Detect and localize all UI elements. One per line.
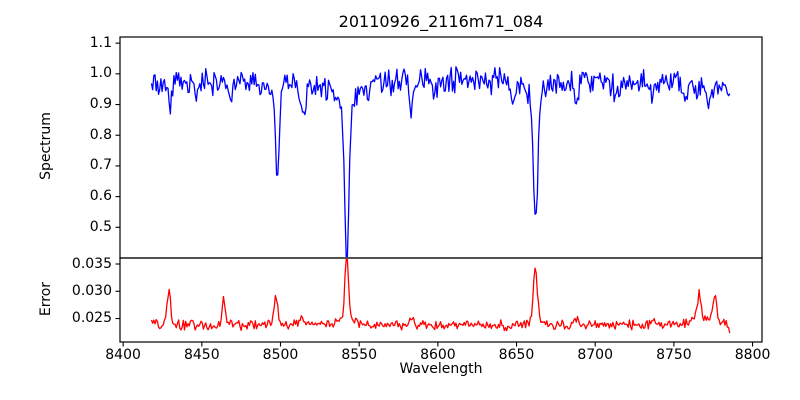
spectrum-y-tick-label: 1.0	[89, 65, 112, 82]
spectrum-line	[150, 66, 731, 258]
error-y-tick-label: 0.025	[71, 310, 112, 326]
x-tick-label: 8550	[341, 347, 377, 363]
x-tick-label: 8700	[577, 347, 613, 363]
spectrum-y-tick-label: 0.7	[89, 157, 112, 174]
x-tick-label: 8600	[420, 347, 456, 363]
error-y-axis-label: Error	[38, 281, 54, 317]
chart-title: 20110926_2116m71_084	[338, 12, 544, 31]
spectrum-y-tick-label: 0.9	[89, 96, 112, 112]
spectrum-panel-frame	[119, 36, 763, 259]
x-tick-label: 8400	[105, 347, 141, 363]
x-tick-label: 8450	[183, 347, 220, 363]
x-axis-label: Wavelength	[399, 361, 483, 377]
spectrum-y-tick-label: 0.8	[89, 126, 112, 143]
error-y-tick-label: 0.035	[71, 255, 112, 272]
spectrum-y-tick-label: 0.6	[89, 188, 112, 205]
x-tick-label: 8650	[498, 347, 535, 363]
spectrum-y-tick-label: 0.5	[89, 218, 112, 235]
error-panel-frame	[119, 257, 763, 343]
x-tick-label: 8750	[656, 347, 692, 363]
error-line	[150, 258, 731, 334]
spectrum-y-tick-label: 1.1	[89, 34, 112, 51]
error-y-tick-label: 0.030	[71, 282, 112, 299]
x-tick-label: 8500	[262, 347, 299, 363]
x-tick-label: 8800	[734, 347, 771, 363]
spectrum-y-axis-label: Spectrum	[38, 112, 54, 180]
